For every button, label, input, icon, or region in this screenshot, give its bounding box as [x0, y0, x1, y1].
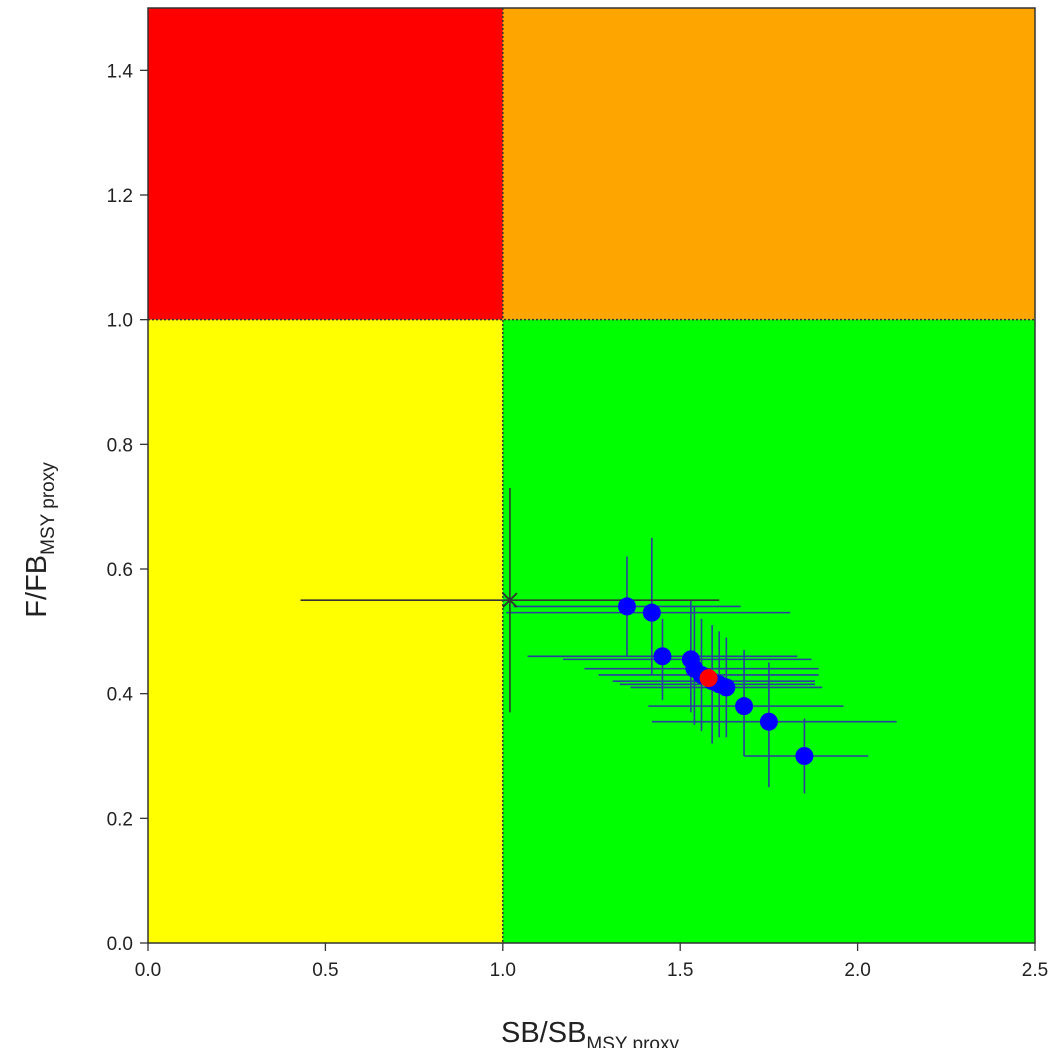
- x-axis-title: SB/SBMSY proxy: [501, 1017, 680, 1048]
- y-axis-title-main: F/FB: [21, 555, 53, 618]
- x-tick-label: 1.5: [667, 960, 693, 981]
- data-point: [735, 697, 754, 716]
- y-tick-label: 0.0: [107, 934, 133, 955]
- y-tick-label: 1.2: [107, 186, 133, 207]
- zone-2: [148, 319, 503, 944]
- data-points: [502, 592, 814, 765]
- data-point: [642, 603, 661, 622]
- cross-marker: [502, 592, 518, 608]
- plot-frame: [147, 7, 1036, 944]
- y-tick-label: 1.4: [107, 61, 134, 82]
- x-tick-label: 1.0: [490, 960, 516, 981]
- zone-0: [148, 8, 503, 320]
- data-point: [653, 647, 672, 666]
- cross-stroke: [502, 592, 518, 608]
- x-axis-title-subscript: MSY proxy: [586, 1034, 679, 1048]
- y-axis-title: F/FBMSY proxy: [21, 462, 59, 618]
- data-point: [617, 597, 636, 616]
- zone-1: [502, 8, 1035, 320]
- data-point: [795, 747, 814, 765]
- zone-3: [502, 319, 1035, 944]
- x-tick-label: 2.0: [844, 960, 870, 981]
- x-axis-ticks: 0.0 0.5 1.0 1.5 2.0 2.5: [135, 943, 1048, 981]
- x-tick-label: 0.0: [135, 960, 161, 981]
- data-point: [759, 712, 778, 731]
- y-tick-label: 1.0: [107, 311, 133, 332]
- y-tick-label: 0.2: [107, 809, 133, 830]
- x-tick-label: 2.5: [1022, 960, 1048, 981]
- y-tick-label: 0.8: [107, 435, 133, 456]
- data-point: [717, 678, 736, 697]
- y-tick-label: 0.6: [107, 560, 133, 581]
- x-tick-label: 0.5: [312, 960, 338, 981]
- y-axis-title-subscript: MSY proxy: [38, 462, 59, 555]
- data-point: [699, 669, 718, 688]
- x-axis-title-main: SB/SB: [501, 1017, 586, 1048]
- y-tick-label: 0.4: [107, 685, 134, 706]
- y-axis-ticks: 0.0 0.2 0.4 0.6 0.8 1.0 1.2 1.4: [107, 61, 148, 955]
- status-zones: [148, 8, 1035, 944]
